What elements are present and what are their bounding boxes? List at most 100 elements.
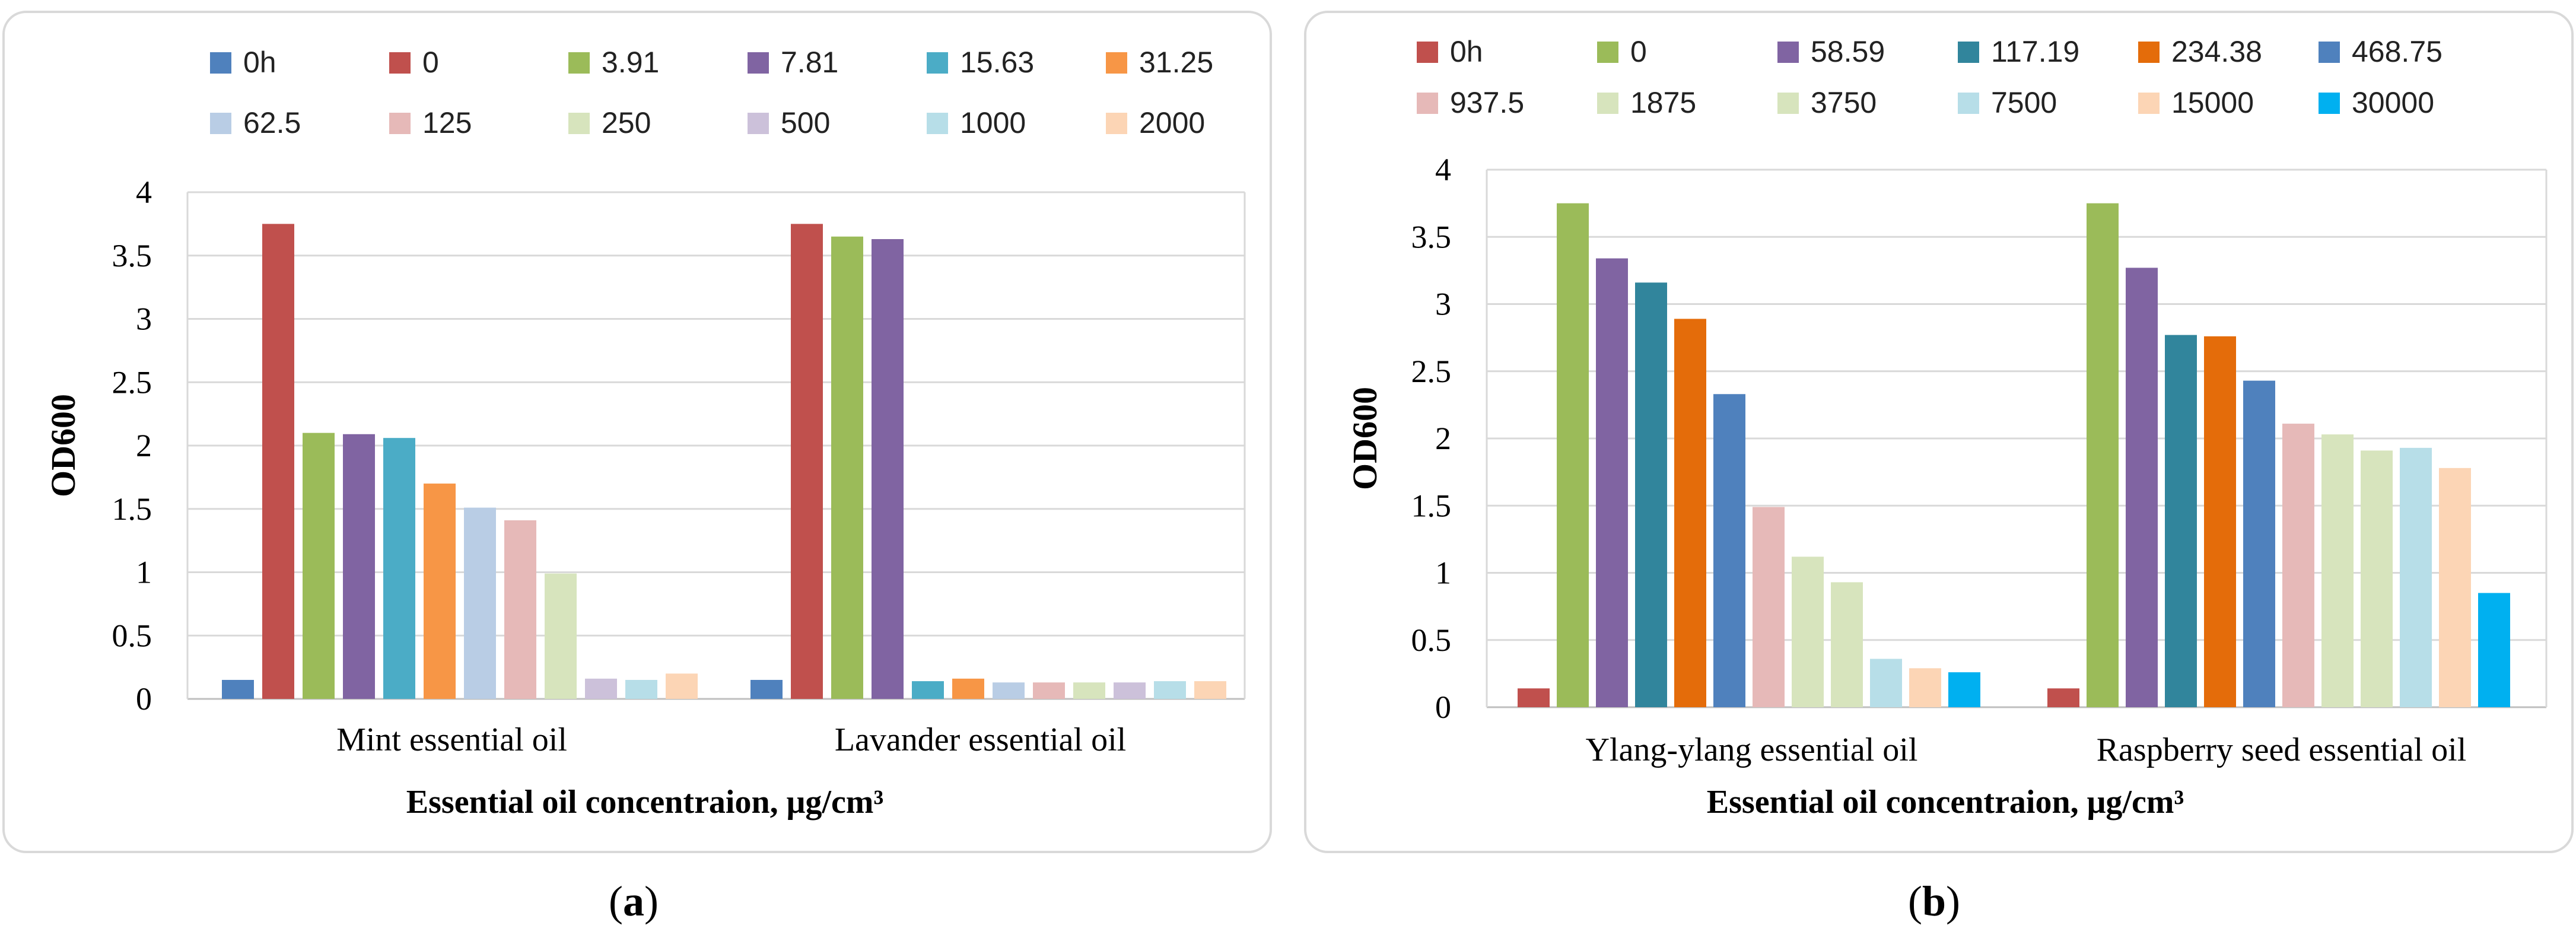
- bar: [1713, 394, 1745, 707]
- y-tick-label: 4: [1435, 152, 1451, 187]
- category-label: Mint essential oil: [336, 721, 567, 758]
- legend-label: 500: [781, 106, 830, 139]
- legend-label: 15000: [2171, 86, 2254, 119]
- legend-label: 3750: [1811, 86, 1877, 119]
- y-tick-label: 2.5: [112, 364, 152, 400]
- bar: [1596, 258, 1628, 707]
- legend-swatch: [1597, 93, 1618, 114]
- bar: [750, 679, 783, 699]
- y-axis-label: OD600: [44, 394, 82, 497]
- bar: [1948, 672, 1980, 707]
- y-tick-label: 4: [136, 174, 152, 210]
- bar: [2478, 593, 2510, 707]
- legend-swatch: [1417, 42, 1438, 63]
- bar: [2321, 434, 2354, 707]
- legend-swatch: [748, 52, 769, 74]
- bar: [262, 224, 294, 699]
- bar: [1909, 668, 1941, 707]
- category-label: Ylang-ylang essential oil: [1586, 732, 1918, 768]
- bar: [464, 507, 496, 699]
- legend-label: 62.5: [243, 106, 301, 139]
- legend-swatch: [2138, 42, 2160, 63]
- legend-swatch: [1417, 93, 1438, 114]
- bar: [791, 224, 823, 699]
- bar: [303, 433, 335, 699]
- legend-label: 7500: [1991, 86, 2057, 119]
- legend-swatch: [210, 52, 231, 74]
- legend-label: 7.81: [781, 46, 838, 79]
- y-axis-label: OD600: [1346, 387, 1384, 490]
- bar: [1073, 682, 1105, 699]
- legend-label: 0: [422, 46, 439, 79]
- bar: [831, 236, 863, 699]
- y-tick-label: 3.5: [1411, 219, 1452, 255]
- legend-swatch: [1958, 93, 1979, 114]
- y-tick-label: 1: [1435, 555, 1451, 591]
- y-tick-label: 2: [1435, 421, 1451, 456]
- legend-swatch: [210, 113, 231, 134]
- legend-label: 1000: [960, 106, 1026, 139]
- y-tick-label: 2: [136, 428, 152, 463]
- bar: [1033, 682, 1065, 699]
- legend-swatch: [748, 113, 769, 134]
- legend-swatch: [1597, 42, 1618, 63]
- bar: [2204, 336, 2236, 707]
- legend-swatch: [927, 113, 948, 134]
- bar: [585, 678, 617, 699]
- bar: [2165, 335, 2197, 707]
- bar: [666, 673, 698, 699]
- bar: [1792, 557, 1824, 707]
- bar: [1831, 582, 1863, 707]
- bar: [872, 239, 904, 699]
- legend-swatch: [568, 113, 590, 134]
- bar: [1635, 282, 1667, 707]
- legend-swatch: [1777, 42, 1799, 63]
- bar-chart-b: 0 0.5 1 1.5 2 2.5 3 3.5 4 Ylang-ylang essential o…: [1346, 35, 2548, 821]
- y-tick-label: 3.5: [112, 238, 152, 274]
- bar: [545, 573, 577, 699]
- category-label: Raspberry seed essential oil: [2097, 732, 2467, 768]
- category-label: Lavander essential oil: [835, 721, 1126, 758]
- legend-label: 234.38: [2171, 35, 2262, 68]
- panel-label-b: (b): [1907, 877, 1960, 925]
- legend-swatch: [568, 52, 590, 74]
- legend-label: 1875: [1630, 86, 1696, 119]
- panel-label-a: (a): [609, 877, 659, 925]
- bar: [952, 678, 984, 699]
- legend-label: 31.25: [1139, 46, 1213, 79]
- bar: [1753, 507, 1785, 707]
- legend-swatch: [927, 52, 948, 74]
- legend-label: 250: [602, 106, 651, 139]
- y-tick-label: 0.5: [1411, 622, 1452, 658]
- legend-label: 15.63: [960, 46, 1034, 79]
- y-tick-label: 0.5: [112, 618, 152, 653]
- y-tick-label: 2.5: [1411, 354, 1452, 389]
- x-axis-label: Essential oil concentraion, μg/cm³: [1707, 784, 2184, 821]
- bar: [2047, 688, 2079, 707]
- legend-label: 117.19: [1991, 35, 2079, 68]
- bar: [1154, 681, 1186, 699]
- bar: [383, 438, 415, 699]
- legend-label: 58.59: [1811, 35, 1885, 68]
- legend-label: 0: [1630, 35, 1647, 68]
- y-tick-label: 1.5: [112, 491, 152, 527]
- bar: [2243, 380, 2275, 707]
- legend-label: 30000: [2352, 86, 2434, 119]
- legend-swatch: [1106, 52, 1127, 74]
- legend-label: 125: [422, 106, 472, 139]
- bar: [2126, 268, 2158, 708]
- bar: [504, 520, 536, 699]
- bar: [343, 434, 375, 699]
- bar-chart-a: 0 0.5 1 1.5 2 2.5 3 3.5 4 Mint essential oil Lavan…: [44, 46, 1246, 821]
- legend-swatch: [389, 113, 411, 134]
- legend-swatch: [1106, 113, 1127, 134]
- y-tick-label: 1: [136, 555, 152, 590]
- bar: [993, 682, 1025, 699]
- legend-swatch: [1777, 93, 1799, 114]
- legend-label: 937.5: [1450, 86, 1524, 119]
- y-tick-label: 3: [136, 301, 152, 337]
- legend-label: 2000: [1139, 106, 1205, 139]
- bar: [424, 484, 456, 699]
- x-axis-label: Essential oil concentraion, μg/cm³: [406, 784, 883, 821]
- bar: [1674, 319, 1706, 707]
